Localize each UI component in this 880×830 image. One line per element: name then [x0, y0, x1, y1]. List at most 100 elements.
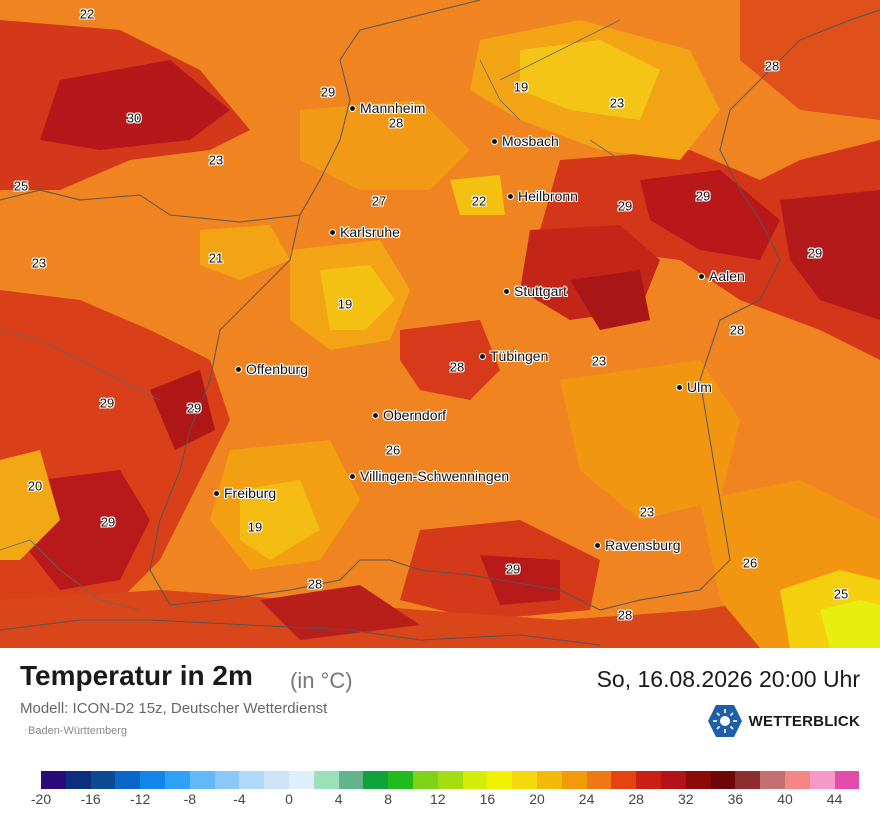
city-name: Tübingen — [490, 348, 549, 364]
temperature-value: 29 — [695, 188, 711, 204]
temperature-value: 22 — [471, 193, 487, 209]
scale-tick-label: 36 — [727, 791, 744, 807]
scale-swatch — [685, 771, 711, 789]
temperature-value: 28 — [449, 359, 465, 375]
temperature-value: 30 — [126, 110, 142, 126]
temperature-map: Mannheim Mosbach Heilbronn Karlsruhe Stuttga… — [0, 0, 880, 648]
temperature-value: 23 — [639, 504, 655, 520]
city-marker: Tübingen — [479, 348, 548, 364]
scale-swatch — [586, 771, 612, 789]
scale-tick-label: 28 — [628, 791, 644, 807]
scale-swatch — [288, 771, 314, 789]
city-marker: Stuttgart — [503, 283, 567, 299]
city-name: Ravensburg — [605, 537, 681, 553]
city-dot — [594, 541, 601, 549]
city-marker: Karlsruhe — [329, 224, 400, 240]
city-name: Ulm — [687, 379, 712, 395]
scale-tick-label: 32 — [678, 791, 694, 807]
city-marker: Ulm — [676, 379, 712, 395]
temperature-value: 25 — [833, 586, 849, 602]
scale-swatch — [536, 771, 562, 789]
city-dot — [479, 352, 486, 360]
city-dot — [507, 192, 514, 200]
temperature-value: 27 — [371, 193, 387, 209]
city-dot — [213, 489, 220, 497]
scale-swatch — [636, 771, 661, 789]
city-name: Villingen-Schwenningen — [360, 468, 510, 484]
scale-swatch — [189, 771, 215, 789]
scale-swatch — [809, 771, 835, 789]
temperature-value: 29 — [617, 198, 633, 214]
scale-tick-label: 8 — [384, 791, 393, 807]
city-name: Mannheim — [360, 100, 426, 116]
legend-footer: Temperatur in 2m (in °C) So, 16.08.2026 … — [0, 648, 880, 830]
city-marker: Ravensburg — [594, 537, 681, 553]
scale-swatch — [388, 771, 413, 789]
city-dot — [349, 472, 356, 480]
scale-swatch — [834, 771, 860, 789]
temperature-value: 28 — [729, 322, 745, 338]
scale-swatch — [760, 771, 785, 789]
temperature-value: 23 — [591, 353, 607, 369]
city-name: Mosbach — [502, 133, 559, 149]
temperature-value: 28 — [764, 58, 780, 74]
color-scale — [41, 771, 860, 789]
scale-tick-label: 24 — [578, 791, 595, 807]
scale-swatch — [487, 771, 513, 789]
scale-tick-label: -8 — [183, 791, 197, 807]
city-name: Aalen — [709, 268, 745, 284]
temperature-value: 22 — [79, 6, 95, 22]
unit-label: (in °C) — [290, 668, 353, 693]
brand-logo[interactable]: WETTERBLICK — [707, 704, 860, 738]
city-dot — [676, 383, 683, 391]
temperature-value: 23 — [208, 152, 224, 168]
city-marker: Mosbach — [491, 133, 559, 149]
scale-tick-label: 20 — [529, 791, 545, 807]
temperature-value: 29 — [99, 395, 115, 411]
temperature-value: 26 — [385, 442, 401, 458]
forecast-datetime: So, 16.08.2026 20:00 Uhr — [596, 666, 860, 692]
scale-tick-label: -16 — [80, 791, 101, 807]
scale-swatch — [115, 771, 141, 789]
city-dot — [698, 272, 705, 280]
city-name: Karlsruhe — [340, 224, 400, 240]
scale-swatch — [710, 771, 736, 789]
scale-swatch — [660, 771, 686, 789]
temperature-value: 21 — [208, 250, 224, 266]
scale-tick-label: 12 — [430, 791, 446, 807]
scale-swatch — [412, 771, 438, 789]
scale-tick-label: -4 — [233, 791, 246, 807]
scale-swatch — [735, 771, 761, 789]
scale-swatch — [313, 771, 339, 789]
temperature-value: 19 — [247, 519, 263, 535]
temperature-value: 29 — [186, 400, 202, 416]
scale-tick-label: 16 — [479, 791, 496, 807]
temperature-value: 29 — [320, 84, 336, 100]
scale-tick-label: -12 — [130, 791, 151, 807]
brand-name: WETTERBLICK — [748, 712, 860, 730]
city-marker: Mannheim — [349, 100, 425, 116]
city-marker: Oberndorf — [372, 407, 446, 423]
wetterblick-logo-icon — [707, 705, 742, 737]
temperature-value: 23 — [609, 95, 625, 111]
temperature-value: 29 — [100, 514, 116, 530]
scale-swatch — [611, 771, 637, 789]
region-label: Baden-Württemberg — [24, 724, 127, 737]
city-marker: Aalen — [698, 268, 745, 284]
scale-swatch — [239, 771, 265, 789]
scale-tick-label: 44 — [826, 791, 843, 807]
temperature-value: 28 — [307, 576, 323, 592]
scale-swatch — [214, 771, 240, 789]
temperature-value: 28 — [388, 115, 404, 131]
scale-swatch — [512, 771, 537, 789]
scale-swatch — [90, 771, 116, 789]
city-dot — [329, 228, 336, 236]
scale-tick-label: 0 — [285, 791, 293, 807]
city-name: Heilbronn — [518, 188, 578, 204]
scale-swatch — [561, 771, 587, 789]
scale-swatch — [140, 771, 165, 789]
scale-tick-label: 40 — [777, 791, 793, 807]
city-marker: Heilbronn — [507, 188, 578, 204]
scale-swatch — [437, 771, 463, 789]
city-name: Offenburg — [246, 361, 309, 377]
